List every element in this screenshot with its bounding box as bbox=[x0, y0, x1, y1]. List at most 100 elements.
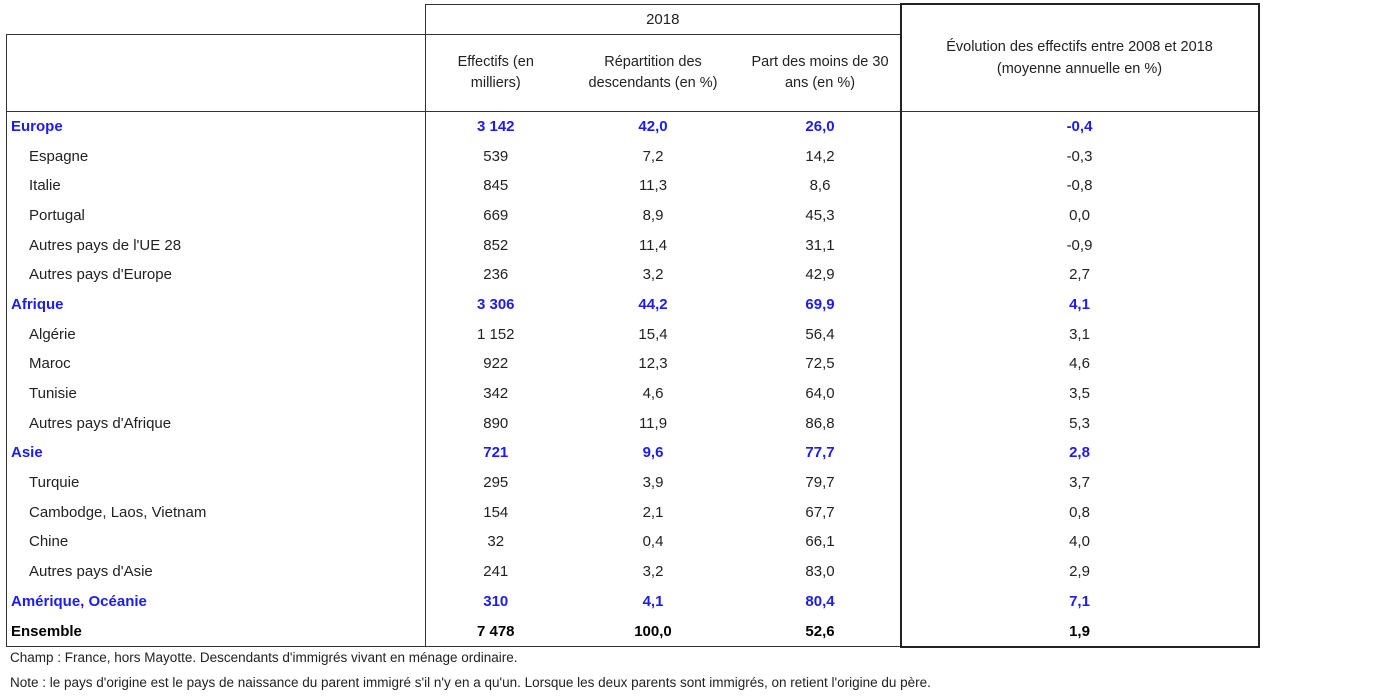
cell-value: 241 bbox=[425, 556, 566, 587]
cell-value: 11,3 bbox=[638, 177, 668, 195]
cell-value: 42,9 bbox=[805, 266, 835, 284]
row-label: Italie bbox=[6, 170, 426, 201]
table-row: Espagne 539 7,2 14,2 -0,3 bbox=[6, 141, 1260, 171]
row-label: Turquie bbox=[6, 467, 426, 498]
column-header: Effectifs (en milliers) bbox=[425, 34, 566, 112]
row-label: Cambodge, Laos, Vietnam bbox=[6, 497, 426, 528]
column-header: Part des moins de 30 ans (en %) bbox=[740, 34, 901, 112]
cell-value: -0,3 bbox=[899, 141, 1260, 171]
row-label: Afrique bbox=[6, 289, 426, 320]
cell-value: 3 142 bbox=[425, 111, 566, 142]
table-row: Portugal 669 8,9 45,3 0,0 bbox=[6, 200, 1260, 231]
cell-value: 52,6 bbox=[740, 616, 901, 648]
cell-value: 3 306 bbox=[425, 289, 566, 320]
cell-value: 295 bbox=[425, 467, 566, 498]
cell-value: 7 478 bbox=[425, 616, 566, 648]
cell-value: -0,8 bbox=[899, 170, 1260, 201]
header-row: Effectifs (en milliers) Répartition des … bbox=[6, 33, 1259, 112]
table-row: Maroc 922 12,3 72,5 4,6 bbox=[6, 349, 1260, 379]
cell-value: 80,4 bbox=[805, 592, 835, 610]
cell-value: 44,2 bbox=[638, 295, 668, 313]
cell-value: 922 bbox=[425, 349, 566, 379]
year-header: 2018 bbox=[425, 3, 901, 35]
cell-value: 3,9 bbox=[642, 474, 664, 492]
empty-cell bbox=[6, 33, 426, 112]
cell-value: 11,9 bbox=[638, 414, 668, 432]
table-row: Turquie 295 3,9 79,7 3,7 bbox=[6, 467, 1260, 498]
cell-value: 67,7 bbox=[805, 503, 835, 521]
row-label: Autres pays d'Asie bbox=[6, 556, 426, 587]
cell-value: 3,2 bbox=[642, 563, 664, 581]
cell-value: -0,9 bbox=[899, 230, 1260, 260]
cell-value: 3,7 bbox=[899, 467, 1260, 498]
cell-value: 0,4 bbox=[642, 533, 664, 551]
cell-value: 42,0 bbox=[638, 117, 668, 135]
cell-value: 77,7 bbox=[805, 444, 835, 462]
row-label: Autres pays d'Afrique bbox=[6, 408, 426, 439]
data-table: 2018 Évolution des effectifs entre 2008 … bbox=[6, 3, 1260, 648]
cell-value: 26,0 bbox=[805, 117, 835, 135]
table-body: 2018 Évolution des effectifs entre 2008 … bbox=[6, 3, 1260, 648]
table-row: Chine 32 0,4 66,1 4,0 bbox=[6, 527, 1260, 557]
table-row: Amérique, Océanie 310 4,1 80,4 7,1 bbox=[6, 586, 1260, 617]
table-row: Asie 721 9,6 77,7 2,8 bbox=[6, 438, 1260, 468]
cell-value: 8,9 bbox=[642, 206, 664, 224]
cell-value: 2,9 bbox=[899, 556, 1260, 587]
cell-value: 8,6 bbox=[809, 177, 831, 195]
cell-value: 310 bbox=[425, 586, 566, 617]
table-row: Tunisie 342 4,6 64,0 3,5 bbox=[6, 378, 1260, 409]
cell-value: 31,1 bbox=[805, 236, 835, 254]
cell-value: 66,1 bbox=[805, 533, 835, 551]
table-row: Ensemble 7 478 100,0 52,6 1,9 bbox=[6, 616, 1260, 648]
cell-value: 4,0 bbox=[899, 527, 1260, 557]
cell-value: 7,1 bbox=[899, 586, 1260, 617]
row-label: Autres pays de l'UE 28 bbox=[6, 230, 426, 260]
cell-value: 11,4 bbox=[638, 236, 668, 254]
cell-value: 1,9 bbox=[899, 616, 1260, 648]
cell-value: 539 bbox=[425, 141, 566, 171]
cell-value: 56,4 bbox=[805, 325, 835, 343]
cell-value: 64,0 bbox=[805, 385, 835, 403]
cell-value: 7,2 bbox=[642, 147, 664, 165]
table-row: Autres pays d'Asie 241 3,2 83,0 2,9 bbox=[6, 556, 1260, 587]
note: Note : le pays d'origine est le pays de … bbox=[10, 675, 931, 690]
cell-value: 3,5 bbox=[899, 378, 1260, 409]
cell-value: -0,4 bbox=[899, 111, 1260, 142]
row-label: Tunisie bbox=[6, 378, 426, 409]
table-row: Algérie 1 152 15,4 56,4 3,1 bbox=[6, 319, 1260, 349]
cell-value: 890 bbox=[425, 408, 566, 439]
row-label: Espagne bbox=[6, 141, 426, 171]
cell-value: 669 bbox=[425, 200, 566, 231]
cell-value: 721 bbox=[425, 438, 566, 468]
column-header: Évolution des effectifs entre 2008 et 20… bbox=[899, 3, 1260, 112]
row-label: Algérie bbox=[6, 319, 426, 349]
cell-value: 72,5 bbox=[805, 355, 835, 373]
cell-value: 32 bbox=[425, 527, 566, 557]
row-label: Portugal bbox=[6, 200, 426, 231]
row-label: Autres pays d'Europe bbox=[6, 259, 426, 290]
table-row: Autres pays d'Afrique 890 11,9 86,8 5,3 bbox=[6, 408, 1260, 439]
cell-value: 154 bbox=[425, 497, 566, 528]
cell-value: 4,6 bbox=[899, 349, 1260, 379]
cell-value: 2,8 bbox=[899, 438, 1260, 468]
cell-value: 45,3 bbox=[805, 206, 835, 224]
header-row: 2018 Évolution des effectifs entre 2008 … bbox=[7, 3, 1260, 112]
cell-value: 4,1 bbox=[642, 592, 664, 610]
cell-value: 3,2 bbox=[642, 266, 664, 284]
cell-value: 83,0 bbox=[805, 563, 835, 581]
cell-value: 79,7 bbox=[805, 474, 835, 492]
row-label: Asie bbox=[6, 438, 426, 468]
table-row: Cambodge, Laos, Vietnam 154 2,1 67,7 0,8 bbox=[6, 497, 1260, 528]
cell-value: 100,0 bbox=[565, 616, 741, 648]
cell-value: 236 bbox=[425, 259, 566, 290]
table-row: Italie 845 11,3 8,6 -0,8 bbox=[6, 170, 1260, 201]
cell-value: 0,8 bbox=[899, 497, 1260, 528]
table-row: Europe 3 142 42,0 26,0 -0,4 bbox=[6, 111, 1260, 142]
row-label: Ensemble bbox=[6, 616, 426, 648]
table-row: Afrique 3 306 44,2 69,9 4,1 bbox=[6, 289, 1260, 320]
row-label: Europe bbox=[6, 111, 426, 142]
cell-value: 2,1 bbox=[642, 503, 664, 521]
row-label: Chine bbox=[6, 527, 426, 557]
cell-value: 1 152 bbox=[425, 319, 566, 349]
